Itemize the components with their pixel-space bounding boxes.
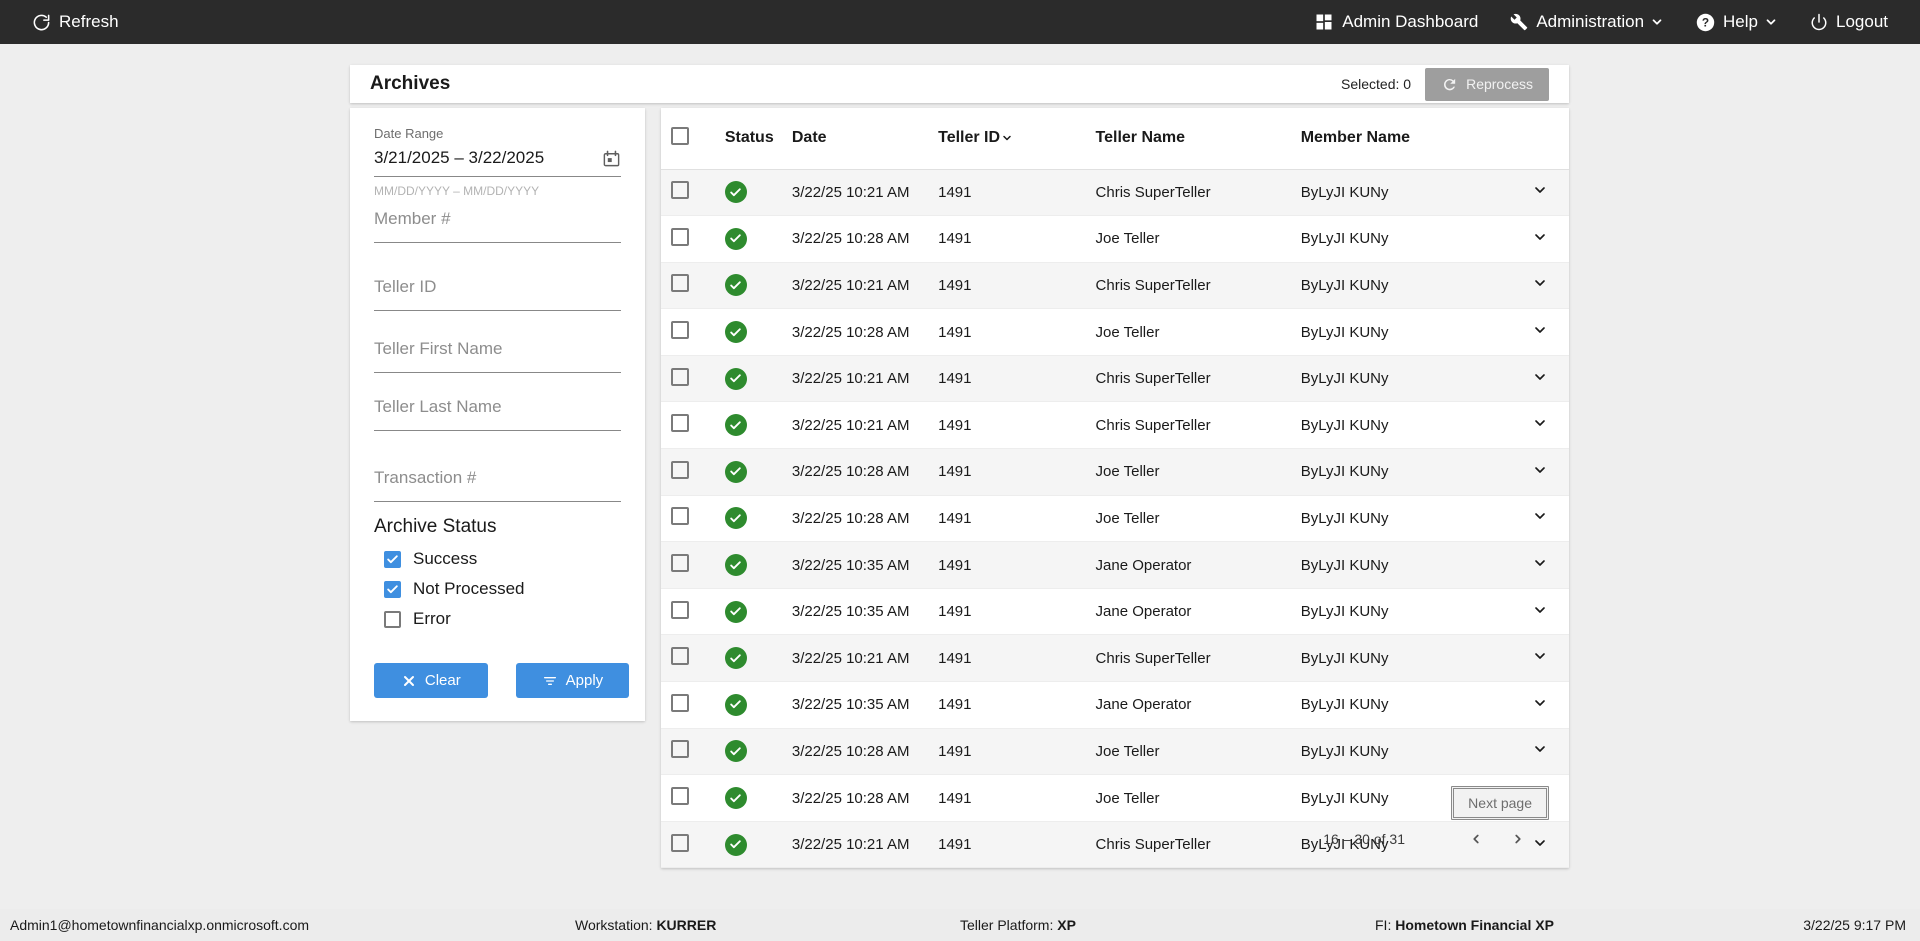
- svg-text:?: ?: [1702, 15, 1709, 29]
